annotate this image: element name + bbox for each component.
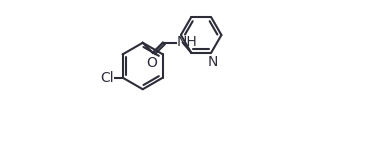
Text: O: O bbox=[146, 56, 157, 70]
Text: Cl: Cl bbox=[100, 71, 113, 85]
Text: N: N bbox=[207, 55, 218, 69]
Text: NH: NH bbox=[176, 34, 197, 49]
